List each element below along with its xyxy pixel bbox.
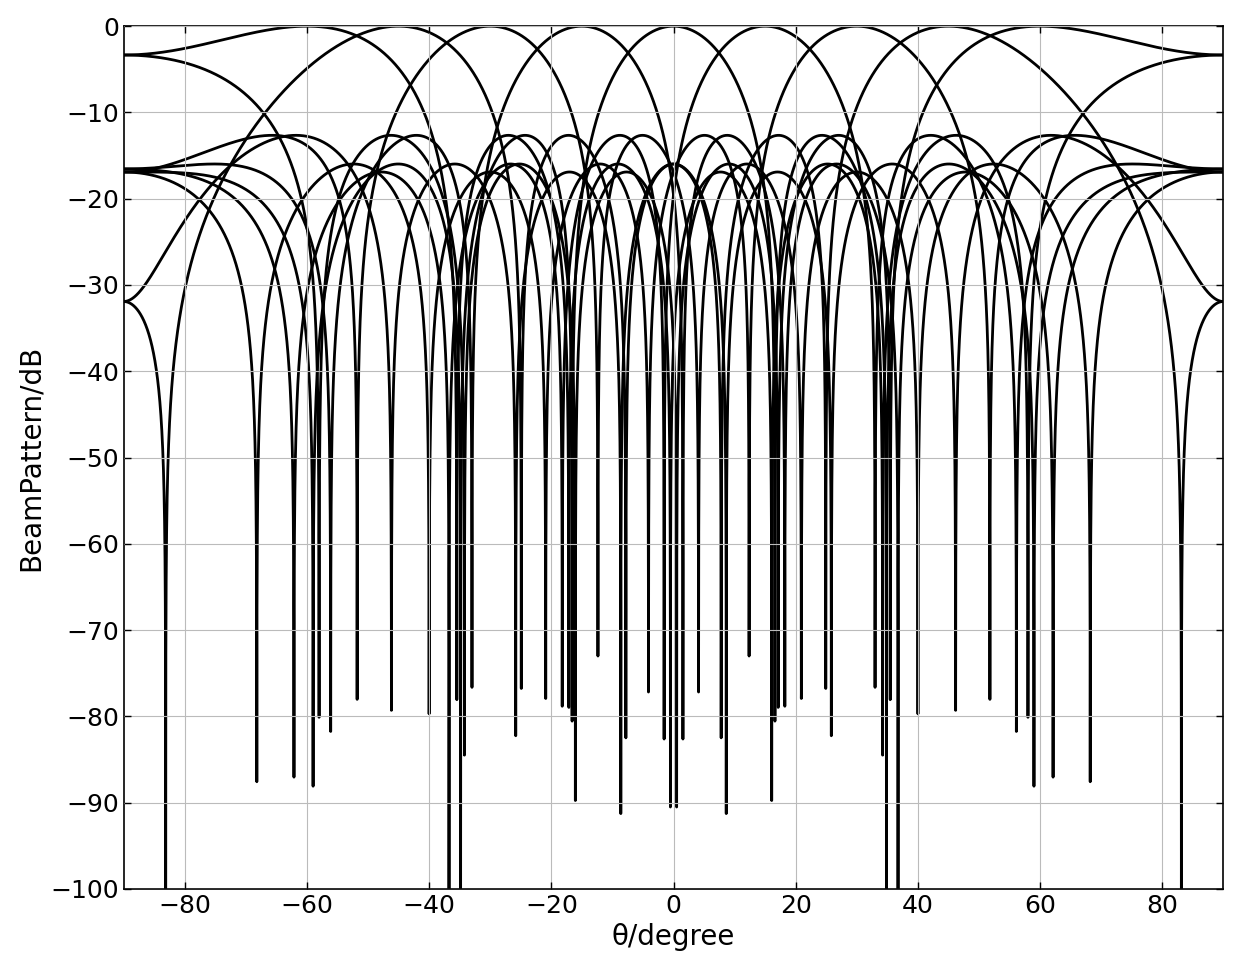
- X-axis label: θ/degree: θ/degree: [611, 923, 735, 952]
- Y-axis label: BeamPattern/dB: BeamPattern/dB: [16, 345, 45, 571]
